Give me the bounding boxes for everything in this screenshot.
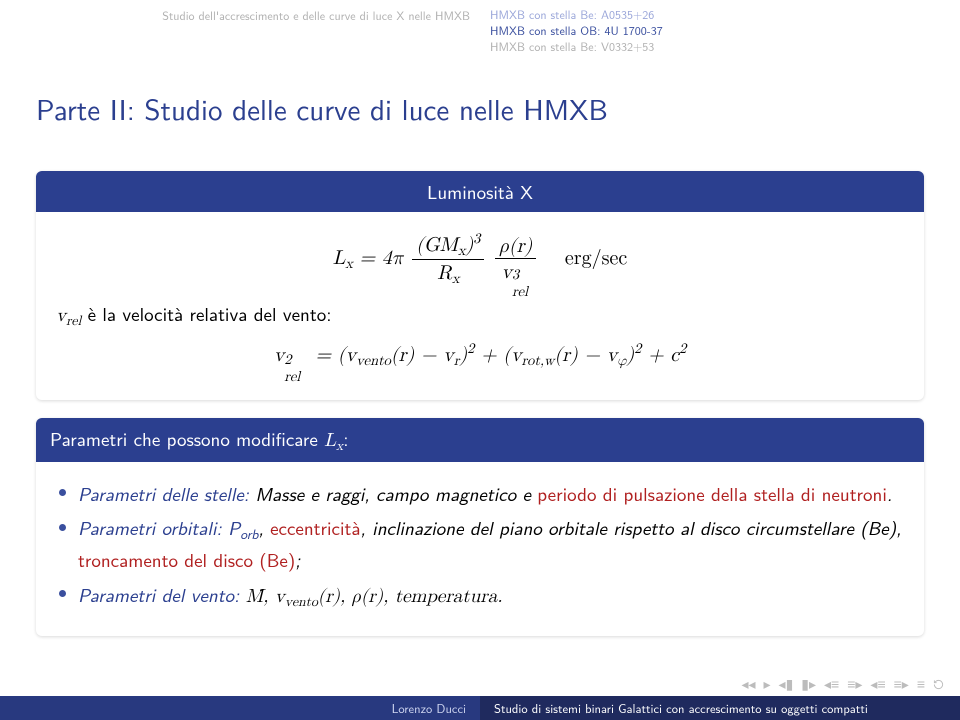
block-luminosity-body: Lx = 4π (GMx)3Rx ρ(r)v3rel erg/sec vrel … (36, 212, 924, 400)
header-line-1: HMXB con stella Be: A0535+26 (490, 6, 942, 22)
nav-next-frame-icon[interactable]: ≡▸ (847, 674, 862, 694)
bullet-orbitali: Parametri orbitali: Porb, eccentricità, … (56, 513, 904, 574)
block-params-body: Parametri delle stelle: Masse e raggi, c… (36, 462, 924, 636)
header: Studio dell'accrescimento e delle curve … (0, 0, 960, 55)
nav-outline-icon[interactable]: ≡ (917, 674, 925, 694)
footer: Lorenzo Ducci Studio di sistemi binari G… (0, 696, 960, 720)
formula-lx: Lx = 4π (GMx)3Rx ρ(r)v3rel erg/sec (56, 230, 904, 289)
header-breadcrumb: Studio dell'accrescimento e delle curve … (18, 6, 480, 55)
nav-prev-section-icon[interactable]: ◂◂ (741, 674, 755, 694)
nav-prev-frame-icon[interactable]: ◂≡ (824, 674, 839, 694)
vrel-caption: vrel è la velocità relativa del vento: (56, 299, 904, 332)
bullet-vento: Parametri del vento: Ṁ, vvento(r), ρ(r),… (56, 580, 904, 613)
formula-vrel: v2rel = (vvento(r) − vr)2 + (vrot,w(r) −… (56, 338, 904, 372)
nav-prev-slide-icon[interactable]: ◂▮ (779, 674, 794, 694)
nav-next-section-icon[interactable]: ▸ (764, 674, 771, 694)
header-subsections: HMXB con stella Be: A0535+26 HMXB con st… (480, 6, 942, 55)
slide-title: Parte II: Studio delle curve di luce nel… (0, 55, 960, 153)
block-luminosity: Luminosità X Lx = 4π (GMx)3Rx ρ(r)v3rel … (36, 171, 924, 400)
block-params: Parametri che possono modificare Lx: Par… (36, 418, 924, 636)
header-line-3: HMXB con stella Be: V0332+53 (490, 38, 942, 54)
block-luminosity-head: Luminosità X (36, 171, 924, 212)
nav-bar: ◂◂ ▸ ◂▮ ▮▸ ◂≡ ≡▸ ◂≡ ≡▸ ≡ (741, 674, 944, 694)
footer-author: Lorenzo Ducci (0, 696, 480, 720)
footer-title: Studio di sistemi binari Galattici con a… (480, 696, 960, 720)
bullet-stelle: Parametri delle stelle: Masse e raggi, c… (56, 479, 904, 508)
header-line-2: HMXB con stella OB: 4U 1700-37 (490, 22, 942, 38)
nav-next-sub-icon[interactable]: ≡▸ (894, 674, 909, 694)
block-params-head: Parametri che possono modificare Lx: (36, 418, 924, 462)
nav-next-slide-icon[interactable]: ▮▸ (801, 674, 816, 694)
nav-prev-sub-icon[interactable]: ◂≡ (870, 674, 885, 694)
nav-loop-icon[interactable] (933, 679, 944, 690)
